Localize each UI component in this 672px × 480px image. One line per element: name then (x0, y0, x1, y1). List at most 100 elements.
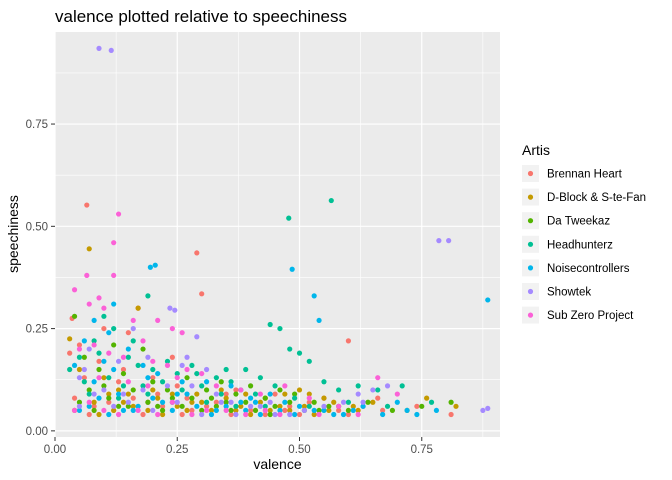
data-point (71, 407, 78, 414)
data-point (164, 358, 171, 364)
data-point (76, 366, 83, 373)
data-point (223, 407, 229, 414)
data-point (360, 403, 366, 409)
data-point (272, 383, 278, 389)
data-point (76, 399, 83, 405)
data-point (257, 375, 263, 381)
data-point (311, 399, 317, 405)
data-point (380, 407, 386, 414)
data-point (292, 391, 298, 397)
data-point (238, 387, 244, 393)
data-point (436, 238, 442, 244)
data-point (120, 370, 127, 377)
data-point (203, 399, 210, 405)
data-point (238, 399, 244, 405)
data-point (257, 403, 263, 409)
data-point (169, 354, 175, 360)
data-point (267, 321, 273, 328)
data-point (106, 399, 112, 405)
data-point (159, 403, 166, 409)
data-point (213, 407, 219, 414)
data-point (184, 391, 190, 397)
legend-marker (527, 170, 534, 177)
legend-item: Showtek (522, 283, 591, 300)
data-point (213, 375, 219, 381)
data-point (174, 370, 180, 377)
data-point (448, 411, 454, 418)
data-point (414, 403, 420, 409)
legend-label: Da Tweekaz (547, 216, 610, 228)
data-point (301, 403, 307, 409)
data-point (287, 403, 293, 409)
x-axis-title: valence (253, 456, 301, 472)
data-point (301, 407, 307, 414)
data-point (306, 395, 312, 401)
data-point (199, 407, 205, 414)
data-point (91, 379, 97, 385)
data-point (76, 342, 83, 348)
data-point (213, 391, 219, 397)
legend-label: Brennan Heart (547, 169, 623, 181)
data-point (384, 403, 391, 409)
legend-marker (527, 288, 534, 295)
data-point (120, 399, 127, 405)
legend-label: Noisecontrollers (547, 263, 630, 275)
data-point (145, 375, 151, 381)
data-point (194, 391, 200, 397)
data-point (164, 387, 171, 393)
data-point (282, 407, 288, 414)
data-point (380, 411, 386, 418)
data-point (159, 399, 166, 405)
data-point (277, 403, 283, 409)
data-point (316, 317, 322, 324)
data-point (257, 399, 263, 405)
data-point (228, 411, 234, 418)
data-point (228, 383, 234, 389)
data-point (433, 407, 440, 414)
legend-item: Da Tweekaz (522, 212, 610, 230)
data-point (145, 293, 151, 299)
data-point (101, 407, 107, 414)
data-point (106, 411, 112, 418)
data-point (169, 399, 175, 405)
data-point (375, 395, 381, 401)
data-point (272, 391, 278, 397)
data-point (120, 391, 127, 397)
data-point (248, 395, 254, 401)
data-point (115, 391, 122, 397)
data-point (248, 403, 254, 409)
data-point (355, 411, 361, 418)
data-point (71, 313, 78, 319)
data-point (233, 411, 239, 418)
data-point (130, 387, 136, 393)
data-point (189, 399, 195, 405)
data-point (296, 387, 303, 393)
data-point (345, 407, 352, 414)
data-point (296, 403, 303, 409)
data-point (172, 307, 178, 313)
data-point (140, 346, 146, 352)
data-point (150, 379, 156, 385)
data-point (296, 350, 303, 356)
data-point (96, 411, 102, 418)
data-point (71, 362, 78, 369)
data-point (67, 350, 73, 356)
data-point (194, 334, 200, 340)
data-point (184, 395, 190, 401)
x-tick-label: 0.50 (288, 444, 310, 456)
data-point (321, 407, 327, 414)
data-point (140, 387, 146, 393)
data-point (208, 411, 215, 418)
y-tick-label: 0.25 (26, 324, 48, 336)
data-point (316, 407, 322, 414)
data-point (252, 399, 259, 405)
data-point (145, 399, 151, 405)
data-point (394, 399, 400, 405)
data-point (111, 272, 117, 279)
chart-title: valence plotted relative to speechiness (55, 7, 347, 26)
data-point (248, 407, 254, 414)
legend-label: Headhunterz (547, 239, 613, 251)
data-point (233, 391, 239, 397)
data-point (277, 387, 283, 393)
data-point (189, 383, 195, 389)
